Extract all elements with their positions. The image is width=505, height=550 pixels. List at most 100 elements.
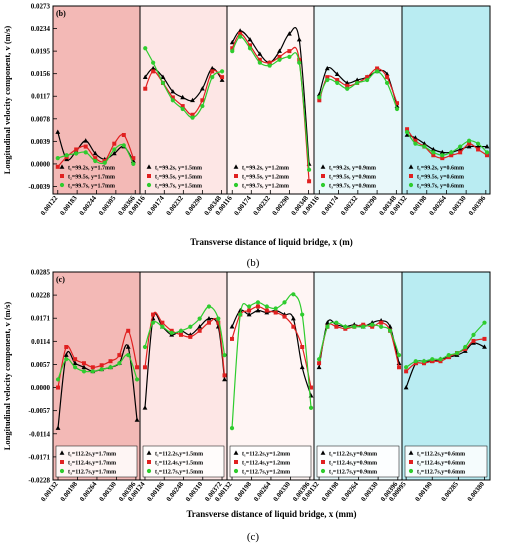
data-point [365, 77, 370, 83]
data-point [81, 364, 87, 370]
data-point [374, 69, 380, 74]
data-point [206, 320, 211, 325]
data-point [300, 345, 305, 350]
legend-label: t₂=99.5s, y=1.7mm [68, 175, 115, 181]
y-tick-label: -0.0057 [28, 407, 50, 415]
x-tick-label: 0.00183 [58, 194, 79, 217]
data-point [150, 320, 156, 325]
data-point [222, 376, 227, 382]
data-point [121, 143, 126, 148]
data-point [387, 328, 393, 333]
data-point [375, 66, 380, 71]
data-point [64, 345, 69, 350]
data-point [384, 80, 390, 86]
data-point [408, 450, 414, 455]
data-point [404, 365, 409, 370]
data-point [277, 57, 282, 62]
data-point [73, 357, 78, 362]
data-point [59, 182, 65, 188]
y-axis-label: Longitudinal velocity component, v (m/s) [2, 26, 12, 175]
legend-label: t₁=112.2s,y=0.9mm [329, 452, 377, 458]
data-point [300, 312, 305, 317]
x-tick-label: 0.00330 [98, 480, 119, 503]
data-point [257, 57, 262, 62]
data-point [108, 359, 113, 364]
data-point [413, 138, 418, 143]
data-point [150, 65, 156, 71]
data-point [190, 115, 195, 120]
data-point [467, 141, 472, 146]
data-point [413, 141, 418, 146]
x-tick-label: 0.00198 [59, 480, 80, 503]
legend-label: t₁=112.2s,y=1.7mm [68, 452, 116, 458]
data-point [475, 141, 481, 146]
data-point [142, 74, 148, 79]
figure-caption: (b) [247, 257, 260, 269]
data-point [395, 101, 400, 106]
y-tick-label: 0.0039 [31, 138, 51, 146]
data-point [151, 312, 156, 317]
data-point [291, 324, 296, 329]
x-axis-label: Transverse distance of liquid bridge, x … [186, 509, 356, 519]
data-point [112, 147, 117, 152]
data-point [83, 138, 89, 143]
data-point [210, 75, 215, 80]
x-tick-label: 0.00186 [146, 480, 167, 503]
data-point [273, 310, 278, 315]
data-point [160, 320, 165, 325]
data-point [485, 153, 490, 158]
legend-label: t₂=112.4s,y=1.2mm [242, 461, 290, 467]
data-point [385, 75, 390, 80]
data-point [81, 361, 86, 366]
data-point [74, 147, 79, 152]
data-point [449, 153, 454, 158]
y-tick-label: 0.0114 [31, 338, 50, 346]
data-point [131, 161, 136, 167]
data-point [334, 320, 339, 325]
series-line [144, 305, 226, 356]
data-point [180, 104, 185, 109]
y-tick-label: 0.0228 [31, 292, 51, 300]
x-tick-label: 0.00232 [252, 194, 273, 217]
figure-c: 0.0285 0.0228 0.0171 0.0114 0.0057 0.0000 -0.0… [2, 269, 491, 543]
panel-background [53, 272, 140, 480]
data-point [234, 174, 238, 178]
series-line [405, 322, 485, 368]
data-point [255, 307, 261, 313]
figure-b: 0.02730.02340.01950.01560.01170.00780.00… [2, 3, 491, 269]
data-point [431, 153, 436, 158]
data-point [131, 156, 136, 161]
data-point [408, 468, 414, 474]
data-point [471, 332, 476, 337]
data-point [287, 54, 292, 60]
x-tick-label: 0.00244 [78, 194, 99, 217]
data-point [229, 324, 235, 329]
data-point [160, 324, 165, 329]
y-tick-label: 0.0117 [31, 93, 50, 101]
x-tick-label: 0.00310 [184, 480, 205, 503]
data-point [482, 336, 487, 341]
data-point [220, 75, 225, 80]
y-tick-label: 0.0195 [31, 48, 51, 56]
data-point [234, 460, 238, 464]
data-point [188, 334, 193, 339]
data-point [92, 150, 98, 156]
data-point [219, 69, 225, 74]
data-point [482, 344, 487, 349]
data-point [99, 367, 104, 372]
data-point [126, 353, 131, 358]
panel-frame [401, 5, 491, 195]
data-point [467, 138, 472, 143]
data-point [178, 328, 184, 333]
legend-label: t₃=112.7s,y=1.5mm [155, 470, 203, 476]
series-line [57, 330, 138, 388]
data-point [446, 353, 451, 358]
panel-background [314, 6, 402, 194]
data-point [405, 127, 410, 132]
data-point [458, 144, 463, 149]
panel-background [140, 6, 227, 194]
data-point [233, 164, 239, 169]
data-point [135, 365, 140, 370]
data-point [463, 344, 468, 350]
